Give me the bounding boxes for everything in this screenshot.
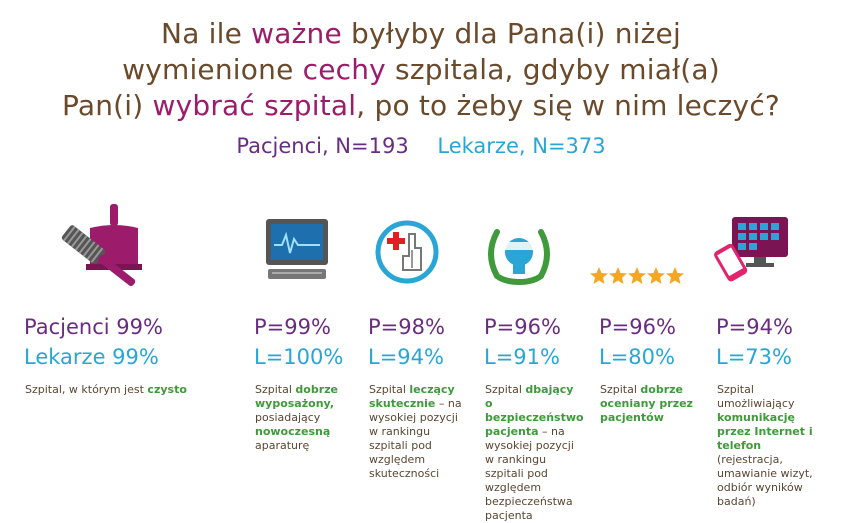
legend-doctors: Lekarze, N=373 xyxy=(437,134,606,158)
doctors-value: L=73% xyxy=(716,345,792,369)
description-item-5: Szpital dobrze oceniany przez pacjentów xyxy=(600,383,693,424)
computer-icon xyxy=(266,219,328,279)
title-line-3: Pan(i) wybrać szpital, po to żeby się w … xyxy=(62,89,780,122)
stat-item-1: Pacjenci 99% Lekarze 99% xyxy=(24,312,163,372)
internet-phone-icon xyxy=(714,217,788,282)
patients-value: P=94% xyxy=(716,315,793,339)
title-line-2: wymienione cechy szpitala, gdyby miał(a) xyxy=(122,53,720,86)
patients-value: P=96% xyxy=(484,315,561,339)
medical-hand-icon xyxy=(375,220,439,284)
patient-safety-icon xyxy=(488,229,550,285)
description-item-2: Szpital dobrze wyposażony, posiadający n… xyxy=(255,383,338,452)
legend-patients: Pacjenci, N=193 xyxy=(236,134,409,158)
patients-value: P=98% xyxy=(368,315,445,339)
stat-item-6: P=94% L=73% xyxy=(716,312,793,372)
description-item-1: Szpital, w którym jest czysto xyxy=(25,383,187,396)
description-item-6: Szpital umożliwiający komunikację przez … xyxy=(717,383,813,508)
stat-item-3: P=98% L=94% xyxy=(368,312,445,372)
page-title: Na ile ważne byłyby dla Pana(i) niżej wy… xyxy=(0,16,842,124)
legend: Pacjenci, N=193 Lekarze, N=373 xyxy=(0,134,842,158)
cleaning-icon xyxy=(61,204,142,287)
description-item-3: Szpital leczący skutecznie – na wysokiej… xyxy=(369,383,462,480)
stat-item-4: P=96% L=91% xyxy=(484,312,561,372)
doctors-value: L=94% xyxy=(368,345,444,369)
doctors-value: L=100% xyxy=(254,345,344,369)
description-item-4: Szpital dbający o bezpieczeństwo pacjent… xyxy=(485,383,584,522)
five-stars-icon xyxy=(590,267,684,284)
doctors-value: L=91% xyxy=(484,345,560,369)
patients-value: P=96% xyxy=(599,315,676,339)
title-line-1: Na ile ważne byłyby dla Pana(i) niżej xyxy=(161,17,681,50)
stat-item-2: P=99% L=100% xyxy=(254,312,343,372)
patients-value: Pacjenci 99% xyxy=(24,315,163,339)
patients-value: P=99% xyxy=(254,315,331,339)
doctors-value: Lekarze 99% xyxy=(24,345,159,369)
doctors-value: L=80% xyxy=(599,345,675,369)
stat-item-5: P=96% L=80% xyxy=(599,312,676,372)
